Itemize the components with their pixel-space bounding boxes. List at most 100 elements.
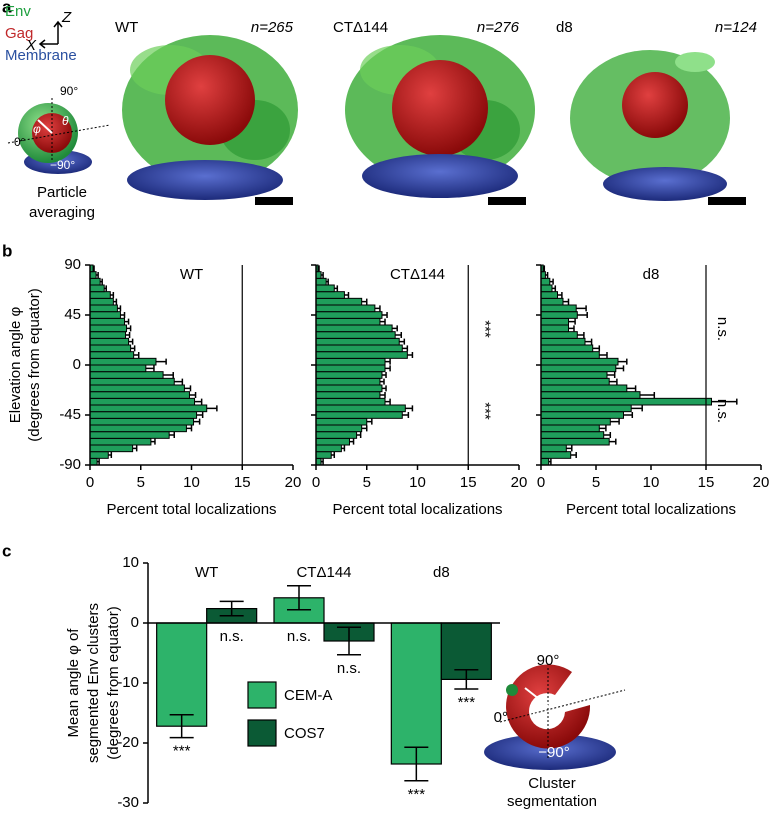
panel-label: a — [2, 0, 12, 16]
bar — [89, 357, 157, 366]
bar — [89, 431, 170, 439]
error-bar — [379, 318, 386, 325]
error-bar — [568, 318, 576, 325]
error-bar — [407, 352, 414, 358]
error-bar — [344, 292, 350, 298]
error-bar — [566, 445, 573, 452]
bar — [315, 404, 406, 413]
schematic-label: φ — [529, 703, 539, 720]
schematic-label: −90° — [538, 744, 569, 761]
x-tick-label: 20 — [285, 474, 302, 491]
error-bar — [128, 338, 134, 345]
y-axis-label: (degrees from equator) — [105, 606, 122, 759]
error-bar — [108, 452, 113, 458]
bar — [540, 324, 569, 333]
schematic-label: 0° — [14, 135, 26, 149]
bar — [540, 424, 600, 433]
y-axis-label: segmented Env clusters — [85, 603, 102, 763]
x-tick-label: 0 — [312, 474, 320, 491]
x-tick-label: 5 — [137, 474, 145, 491]
error-bar — [104, 285, 107, 292]
schematic-label: 0° — [494, 709, 508, 726]
significance-label: n.s. — [714, 399, 731, 423]
error-bar — [155, 358, 167, 365]
legend-swatch — [247, 719, 277, 747]
bar — [89, 351, 135, 359]
error-bar — [585, 338, 593, 345]
error-bar — [609, 438, 617, 445]
x-tick-label: 15 — [460, 474, 477, 491]
error-bar — [361, 425, 368, 432]
error-bar — [576, 305, 587, 312]
y-axis-label: Mean angle φ of — [65, 628, 82, 738]
bar — [315, 317, 381, 326]
x-tick-label: 0 — [86, 474, 94, 491]
error-bar — [124, 318, 130, 325]
bar — [89, 337, 130, 346]
significance-label: *** — [476, 402, 493, 420]
error-bar — [97, 458, 100, 465]
rendering-wt — [122, 35, 298, 205]
error-bar — [623, 412, 634, 418]
error-bar — [366, 418, 373, 425]
error-bar — [132, 445, 138, 452]
bar — [315, 457, 322, 466]
bar — [540, 377, 610, 386]
error-bar — [117, 305, 122, 312]
schematic-label: 90° — [60, 84, 78, 98]
bar — [89, 324, 128, 333]
error-bar — [615, 365, 625, 372]
schematic-label: θ — [62, 114, 69, 128]
bar — [315, 324, 393, 333]
significance-label: *** — [408, 786, 426, 803]
category-label: d8 — [433, 564, 450, 581]
bar — [156, 622, 208, 727]
bar — [89, 404, 208, 413]
error-bar — [392, 325, 398, 332]
error-bar — [113, 298, 118, 305]
bar — [540, 277, 551, 286]
panel-title: CTΔ144 — [333, 19, 388, 36]
category-label: CTΔ144 — [296, 564, 351, 581]
error-bar — [130, 345, 136, 352]
bar — [89, 391, 190, 399]
error-bar — [169, 714, 194, 739]
bar — [315, 391, 381, 399]
cluster-schematic — [484, 664, 626, 770]
error-bar — [599, 352, 608, 358]
significance-label: n.s. — [220, 628, 244, 645]
error-bar — [219, 600, 244, 617]
error-bar — [557, 292, 563, 298]
chart-title: CTΔ144 — [390, 266, 445, 283]
bar — [315, 311, 383, 319]
y-tick-label: 10 — [122, 554, 139, 571]
bar — [315, 277, 327, 286]
y-tick-label: -30 — [117, 794, 139, 810]
error-bar — [374, 305, 381, 312]
x-tick-label: 15 — [698, 474, 715, 491]
x-tick-label: 5 — [363, 474, 371, 491]
error-bar — [599, 425, 607, 432]
error-bar — [150, 438, 156, 445]
bar — [89, 417, 195, 426]
bar — [540, 444, 567, 453]
error-bar — [381, 312, 388, 318]
error-bar — [321, 458, 324, 465]
bar — [89, 297, 114, 306]
bar — [315, 397, 386, 406]
bar — [540, 417, 611, 426]
error-bar — [379, 392, 386, 398]
error-bar — [379, 378, 385, 385]
error-bar — [189, 392, 197, 398]
bar — [315, 304, 376, 313]
error-bar — [110, 292, 115, 298]
bar — [315, 291, 345, 299]
bar — [315, 284, 335, 293]
error-bar — [405, 405, 414, 412]
bar — [390, 622, 442, 765]
error-bar — [349, 438, 355, 445]
bar — [540, 371, 608, 379]
bar — [315, 437, 350, 446]
bar — [89, 451, 109, 459]
